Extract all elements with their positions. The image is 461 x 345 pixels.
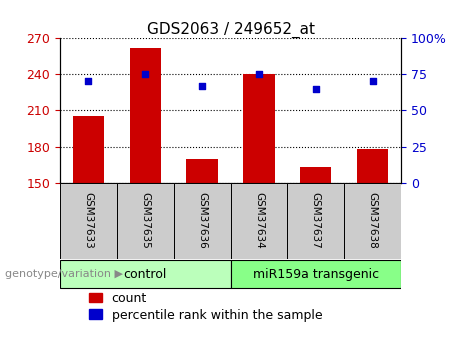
Text: genotype/variation ▶: genotype/variation ▶ xyxy=(5,269,123,279)
Text: miR159a transgenic: miR159a transgenic xyxy=(253,268,379,281)
Text: GSM37637: GSM37637 xyxy=(311,192,321,249)
Text: GSM37638: GSM37638 xyxy=(367,192,378,249)
Bar xyxy=(344,183,401,259)
Bar xyxy=(243,74,275,183)
Bar xyxy=(186,159,218,183)
Bar xyxy=(230,260,401,288)
Text: control: control xyxy=(124,268,167,281)
Bar xyxy=(73,117,104,183)
Title: GDS2063 / 249652_at: GDS2063 / 249652_at xyxy=(147,22,314,38)
Point xyxy=(255,71,263,77)
Point xyxy=(85,79,92,84)
Point xyxy=(369,79,376,84)
Point xyxy=(198,83,206,89)
Point xyxy=(312,86,319,91)
Bar xyxy=(60,183,117,259)
Text: GSM37635: GSM37635 xyxy=(140,192,150,249)
Bar xyxy=(60,260,230,288)
Legend: count, percentile rank within the sample: count, percentile rank within the sample xyxy=(89,292,322,322)
Text: GSM37636: GSM37636 xyxy=(197,192,207,249)
Point xyxy=(142,71,149,77)
Text: GSM37634: GSM37634 xyxy=(254,192,264,249)
Bar xyxy=(300,167,331,183)
Bar xyxy=(287,183,344,259)
Bar xyxy=(357,149,388,183)
Bar xyxy=(117,183,174,259)
Text: GSM37633: GSM37633 xyxy=(83,192,94,249)
Bar xyxy=(130,48,161,183)
Bar xyxy=(230,183,287,259)
Bar xyxy=(174,183,230,259)
